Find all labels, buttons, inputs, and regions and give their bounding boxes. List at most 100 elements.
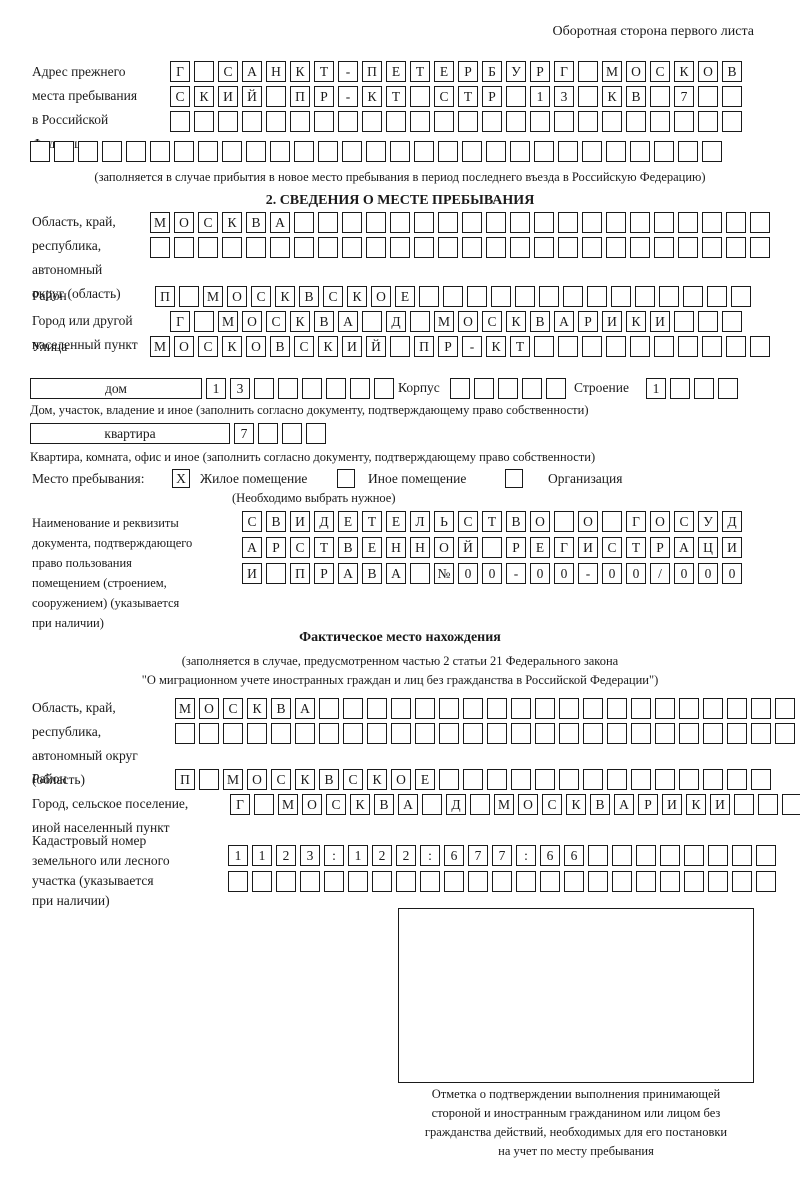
actual-region-row-1-cell-24[interactable] <box>727 698 747 719</box>
prev-address-row-4-cell-11[interactable] <box>270 141 290 162</box>
prev-address-row-1-cell-19[interactable]: М <box>602 61 622 82</box>
region-row-1-cell-18[interactable] <box>558 212 578 233</box>
prev-address-row-3-cell-2[interactable] <box>194 111 214 132</box>
actual-region-row-1-cell-17[interactable] <box>559 698 579 719</box>
actual-region-row-2-cell-18[interactable] <box>583 723 603 744</box>
region-row-2-cell-24[interactable] <box>702 237 722 258</box>
document-row-2-cell-2[interactable]: Р <box>266 537 286 558</box>
cadastral-row-1-cell-1[interactable]: 1 <box>228 845 248 866</box>
actual-city-row-cell-2[interactable] <box>254 794 274 815</box>
stroenie-cells[interactable]: 1 <box>646 378 738 399</box>
cadastral-row-1-cell-5[interactable]: : <box>324 845 344 866</box>
prev-address-row-4-cell-28[interactable] <box>678 141 698 162</box>
prev-address-row-2-cell-8[interactable]: - <box>338 86 358 107</box>
prev-address-row-4-cell-3[interactable] <box>78 141 98 162</box>
document-row-2-cell-13[interactable]: Е <box>530 537 550 558</box>
prev-address-row-3-cell-4[interactable] <box>242 111 262 132</box>
cadastral-row-2-cell-10[interactable] <box>444 871 464 892</box>
prev-address-row-4-cell-22[interactable] <box>534 141 554 162</box>
prev-address-row-1-cell-24[interactable]: В <box>722 61 742 82</box>
city-row-cell-8[interactable]: А <box>338 311 358 332</box>
actual-region-row-2-cell-25[interactable] <box>751 723 771 744</box>
actual-region-row-1-cell-7[interactable] <box>319 698 339 719</box>
document-row-2-cell-21[interactable]: И <box>722 537 742 558</box>
city-row-cell-5[interactable]: С <box>266 311 286 332</box>
prev-address-row-2-cell-10[interactable]: Т <box>386 86 406 107</box>
prev-address-row-4-cell-13[interactable] <box>318 141 338 162</box>
prev-address-row-4-cell-4[interactable] <box>102 141 122 162</box>
actual-district-row-cell-1[interactable]: П <box>175 769 195 790</box>
region-row-2-cell-26[interactable] <box>750 237 770 258</box>
prev-address-row-2-cell-6[interactable]: П <box>290 86 310 107</box>
district-row-cell-2[interactable] <box>179 286 199 307</box>
prev-address-row-1-cell-21[interactable]: С <box>650 61 670 82</box>
region-row-2-cell-9[interactable] <box>342 237 362 258</box>
document-row-1-cell-19[interactable]: С <box>674 511 694 532</box>
region-row-2[interactable] <box>150 237 770 258</box>
actual-region-row-1-cell-12[interactable] <box>439 698 459 719</box>
region-row-2-cell-16[interactable] <box>510 237 530 258</box>
street-row-cell-15[interactable]: К <box>486 336 506 357</box>
street-row-cell-10[interactable]: Й <box>366 336 386 357</box>
flat-cells-cell-4[interactable] <box>306 423 326 444</box>
document-row-3-cell-11[interactable]: 0 <box>482 563 502 584</box>
house-cells-cell-2[interactable]: 3 <box>230 378 250 399</box>
prev-address-row-2-cell-4[interactable]: Й <box>242 86 262 107</box>
actual-district-row-cell-25[interactable] <box>751 769 771 790</box>
cadastral-row-2-cell-2[interactable] <box>252 871 272 892</box>
document-row-1-cell-21[interactable]: Д <box>722 511 742 532</box>
prev-address-row-1-cell-1[interactable]: Г <box>170 61 190 82</box>
district-row-cell-8[interactable]: С <box>323 286 343 307</box>
actual-district-row-cell-12[interactable] <box>439 769 459 790</box>
cadastral-row-2-cell-23[interactable] <box>756 871 776 892</box>
prev-address-row-1-cell-6[interactable]: К <box>290 61 310 82</box>
street-row-cell-25[interactable] <box>726 336 746 357</box>
document-row-2-cell-16[interactable]: С <box>602 537 622 558</box>
prev-address-row-2-cell-19[interactable]: К <box>602 86 622 107</box>
actual-district-row-cell-9[interactable]: К <box>367 769 387 790</box>
prev-address-row-3-cell-14[interactable] <box>482 111 502 132</box>
stroenie-cells-cell-4[interactable] <box>718 378 738 399</box>
region-row-1-cell-26[interactable] <box>750 212 770 233</box>
prev-address-row-4[interactable] <box>30 141 722 162</box>
actual-region-row-1-cell-10[interactable] <box>391 698 411 719</box>
house-cells-cell-6[interactable] <box>326 378 346 399</box>
region-row-1-cell-2[interactable]: О <box>174 212 194 233</box>
actual-city-row-cell-21[interactable]: И <box>710 794 730 815</box>
street-row-cell-11[interactable] <box>390 336 410 357</box>
cadastral-row-2-cell-11[interactable] <box>468 871 488 892</box>
region-row-1-cell-21[interactable] <box>630 212 650 233</box>
prev-address-row-4-cell-6[interactable] <box>150 141 170 162</box>
actual-district-row-cell-20[interactable] <box>631 769 651 790</box>
actual-region-row-1-cell-1[interactable]: М <box>175 698 195 719</box>
actual-district-row-cell-10[interactable]: О <box>391 769 411 790</box>
prev-address-row-1-cell-3[interactable]: С <box>218 61 238 82</box>
cadastral-row-1-cell-16[interactable] <box>588 845 608 866</box>
actual-district-row-cell-22[interactable] <box>679 769 699 790</box>
district-row-cell-22[interactable] <box>659 286 679 307</box>
document-row-3-cell-13[interactable]: 0 <box>530 563 550 584</box>
actual-city-row-cell-19[interactable]: И <box>662 794 682 815</box>
prev-address-row-1-cell-13[interactable]: Р <box>458 61 478 82</box>
actual-region-row-1-cell-20[interactable] <box>631 698 651 719</box>
prev-address-row-1-cell-12[interactable]: Е <box>434 61 454 82</box>
cadastral-row-1-cell-20[interactable] <box>684 845 704 866</box>
street-row-cell-23[interactable] <box>678 336 698 357</box>
document-row-2-cell-6[interactable]: Е <box>362 537 382 558</box>
region-row-1-cell-25[interactable] <box>726 212 746 233</box>
korpus-cells-cell-5[interactable] <box>546 378 566 399</box>
actual-region-row-1-cell-22[interactable] <box>679 698 699 719</box>
actual-region-row-2-cell-1[interactable] <box>175 723 195 744</box>
city-row-cell-10[interactable]: Д <box>386 311 406 332</box>
cadastral-row-2-cell-21[interactable] <box>708 871 728 892</box>
actual-region-row-1-cell-3[interactable]: С <box>223 698 243 719</box>
prev-address-row-3-cell-24[interactable] <box>722 111 742 132</box>
street-row-cell-19[interactable] <box>582 336 602 357</box>
actual-city-row-cell-1[interactable]: Г <box>230 794 250 815</box>
district-row-cell-20[interactable] <box>611 286 631 307</box>
prev-address-row-2-cell-3[interactable]: И <box>218 86 238 107</box>
